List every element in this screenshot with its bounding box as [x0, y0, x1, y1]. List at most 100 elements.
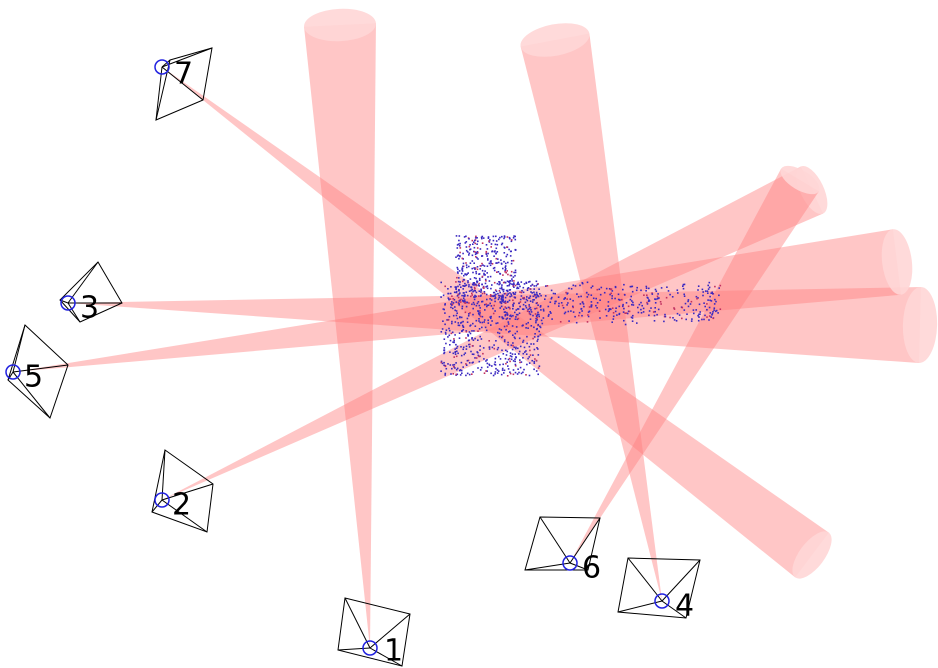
point [539, 306, 542, 308]
point [503, 293, 506, 295]
point [481, 283, 483, 286]
point [458, 292, 461, 295]
point [460, 354, 463, 357]
point [535, 320, 537, 322]
point [465, 274, 468, 276]
view-cone [520, 33, 662, 601]
point [459, 369, 462, 371]
point [444, 372, 447, 375]
point [451, 331, 454, 334]
point [457, 293, 459, 296]
point [478, 285, 480, 287]
point [654, 302, 657, 304]
point [592, 297, 595, 300]
point [452, 341, 454, 343]
point [598, 310, 601, 312]
point [475, 235, 477, 238]
point [522, 357, 524, 359]
point [460, 369, 463, 372]
point [440, 296, 442, 298]
point [630, 295, 632, 298]
point [455, 288, 457, 290]
point [707, 299, 709, 301]
point [492, 267, 495, 270]
point [465, 337, 467, 339]
point [518, 353, 520, 355]
point [517, 282, 519, 284]
point [489, 295, 492, 297]
point [498, 296, 500, 299]
point [507, 261, 509, 264]
point [534, 307, 536, 310]
point [457, 285, 459, 288]
point [501, 295, 503, 298]
point [479, 265, 482, 267]
camera: 5 [5, 324, 69, 419]
point [672, 317, 674, 319]
point [473, 241, 475, 243]
point [517, 313, 519, 316]
point [509, 295, 511, 298]
point [528, 297, 530, 299]
point [449, 344, 451, 346]
point [444, 304, 446, 306]
point [440, 331, 443, 333]
point [468, 252, 471, 255]
point [612, 312, 615, 314]
point [607, 305, 610, 307]
point [469, 248, 472, 250]
point [466, 294, 469, 297]
point [440, 281, 442, 284]
point [507, 365, 509, 367]
point [631, 303, 633, 306]
point [477, 295, 480, 297]
point [548, 313, 550, 316]
point [512, 373, 515, 376]
point [475, 256, 477, 258]
point [460, 316, 463, 319]
point [473, 262, 475, 264]
point [714, 298, 716, 301]
point [501, 349, 503, 352]
point [535, 297, 537, 299]
point [479, 345, 481, 347]
point [477, 367, 479, 369]
point [642, 311, 645, 313]
point [492, 239, 495, 242]
point [503, 301, 505, 303]
point [698, 313, 700, 316]
point [498, 238, 500, 241]
point [471, 288, 473, 291]
point [447, 336, 449, 338]
point [503, 281, 506, 284]
point [502, 281, 505, 284]
point [530, 311, 533, 313]
point [533, 293, 536, 296]
point [640, 308, 642, 311]
point [450, 332, 453, 335]
camera-edge [12, 364, 69, 373]
point [708, 286, 711, 289]
cone-end [520, 23, 590, 57]
point [490, 317, 492, 320]
point [509, 330, 511, 332]
point [493, 347, 496, 350]
point [629, 298, 632, 301]
point [660, 303, 662, 305]
point [493, 304, 495, 307]
point [464, 285, 467, 287]
point [514, 318, 517, 320]
point [447, 292, 449, 295]
point [514, 363, 517, 366]
point [459, 251, 461, 254]
point [533, 288, 535, 290]
point [643, 294, 645, 296]
point [520, 295, 523, 297]
point [481, 235, 484, 238]
point [500, 302, 503, 305]
point [505, 362, 507, 365]
camera-edge [12, 371, 51, 419]
camera-edge [661, 600, 687, 619]
point [509, 315, 511, 317]
point [539, 293, 541, 295]
